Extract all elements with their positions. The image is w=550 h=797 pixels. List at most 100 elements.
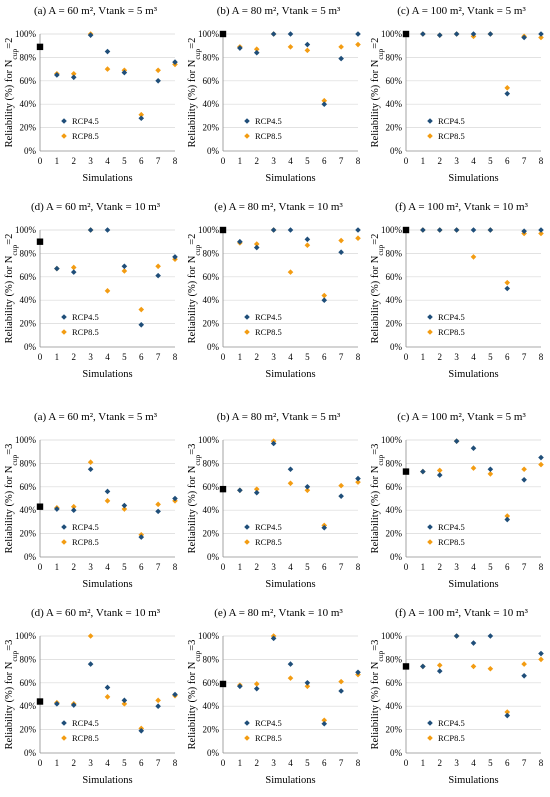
legend-label: RCP4.5 [438, 718, 465, 728]
x-tick-label: 8 [356, 758, 361, 768]
x-tick-label: 6 [322, 758, 327, 768]
y-tick-label: 0% [207, 146, 220, 156]
x-tick-label: 6 [139, 758, 144, 768]
data-point [70, 503, 77, 510]
x-tick-label: 3 [88, 562, 93, 572]
chart-title: (b) A = 80 m², Vtank = 5 m³ [217, 5, 341, 17]
data-point [420, 31, 426, 37]
y-tick-label: 80% [386, 654, 403, 664]
data-point [104, 684, 111, 691]
data-point [436, 668, 443, 674]
data-point [355, 479, 361, 485]
x-tick-label: 3 [88, 352, 93, 362]
chart-panel: (e) A = 80 m², Vtank = 10 m³ 0% 20% 40% 60% 8… [187, 607, 361, 786]
data-point [155, 697, 161, 704]
x-tick-label: 7 [156, 562, 161, 572]
data-point [253, 489, 260, 496]
y-tick-label: 60% [20, 482, 37, 492]
y-axis-label: Reliability (%) for Ncup=2 [187, 38, 202, 148]
x-tick-label: 4 [105, 758, 110, 768]
x-tick-label: 5 [122, 352, 127, 362]
y-tick-label: 20% [386, 123, 403, 133]
data-point [121, 502, 128, 509]
x-tick-label: 5 [488, 758, 493, 768]
data-point [172, 254, 178, 260]
data-point [104, 227, 111, 233]
data-point [270, 227, 277, 233]
x-tick-label: 4 [471, 758, 476, 768]
x-tick-label: 3 [454, 352, 459, 362]
y-axis-label: Reliability (%) for Ncup=3 [4, 640, 19, 750]
data-point [104, 288, 111, 294]
x-tick-label: 3 [454, 562, 459, 572]
chart-panel: (c) A = 100 m², Vtank = 5 m³ 0% 20% 40% 60% 8… [370, 5, 544, 184]
data-point [253, 244, 260, 251]
x-tick-label: 1 [238, 562, 243, 572]
data-point [521, 672, 527, 679]
legend-label: RCP4.5 [72, 522, 99, 532]
data-point [436, 227, 443, 233]
data-point [287, 227, 294, 233]
y-tick-label: 60% [203, 272, 220, 282]
data-point [104, 694, 111, 700]
chart-title: (c) A = 100 m², Vtank = 5 m³ [397, 411, 526, 423]
legend-marker [427, 133, 433, 139]
data-point [338, 55, 344, 62]
x-tick-label: 3 [271, 352, 276, 362]
y-tick-label: 20% [386, 319, 403, 329]
x-tick-label: 2 [438, 352, 443, 362]
x-tick-label: 1 [55, 352, 60, 362]
chart-panel: (f) A = 100 m², Vtank = 10 m³ 0% 20% 40% 60%… [370, 201, 544, 380]
data-point [138, 115, 145, 122]
x-tick-label: 0 [38, 562, 43, 572]
data-point [470, 31, 477, 37]
chart-title: (e) A = 80 m², Vtank = 10 m³ [214, 607, 343, 619]
x-tick-label: 6 [505, 156, 510, 166]
data-point [470, 445, 477, 451]
x-axis-label: Simulations [448, 775, 498, 786]
y-tick-label: 20% [386, 529, 403, 539]
data-point [253, 46, 260, 53]
data-point [487, 227, 494, 233]
data-point [70, 507, 77, 513]
baseline-marker [402, 30, 410, 38]
x-tick-label: 5 [305, 156, 310, 166]
x-tick-label: 0 [38, 352, 43, 362]
data-point [304, 680, 311, 686]
x-tick-label: 0 [38, 758, 43, 768]
x-tick-label: 0 [221, 352, 226, 362]
y-tick-label: 20% [203, 319, 220, 329]
legend-marker [244, 524, 250, 530]
x-tick-label: 2 [438, 562, 443, 572]
data-point [504, 90, 511, 97]
data-point [355, 235, 361, 241]
data-point [355, 475, 361, 482]
x-axis-label: Simulations [82, 369, 132, 380]
data-point [155, 78, 161, 84]
data-point [253, 685, 260, 692]
x-tick-label: 0 [404, 758, 409, 768]
legend-marker [427, 329, 433, 335]
y-tick-label: 80% [203, 458, 220, 468]
data-point [338, 678, 344, 685]
x-tick-label: 2 [255, 156, 260, 166]
x-tick-label: 0 [404, 156, 409, 166]
data-point [155, 703, 161, 709]
data-point [355, 669, 361, 676]
data-point [304, 487, 311, 494]
legend-marker [61, 720, 67, 726]
baseline-marker [219, 485, 227, 493]
data-point [487, 466, 494, 473]
legend-label: RCP4.5 [255, 116, 282, 126]
baseline-marker [219, 226, 227, 234]
x-tick-label: 8 [173, 562, 178, 572]
baseline-marker [219, 30, 227, 38]
y-tick-label: 0% [207, 748, 220, 758]
data-point [420, 663, 426, 670]
y-axis-label: Reliability (%) for Ncup=3 [4, 444, 19, 554]
x-tick-label: 2 [438, 156, 443, 166]
x-axis-label: Simulations [82, 173, 132, 184]
legend-label: RCP8.5 [438, 537, 465, 547]
data-point [304, 683, 311, 690]
data-point [70, 70, 77, 77]
